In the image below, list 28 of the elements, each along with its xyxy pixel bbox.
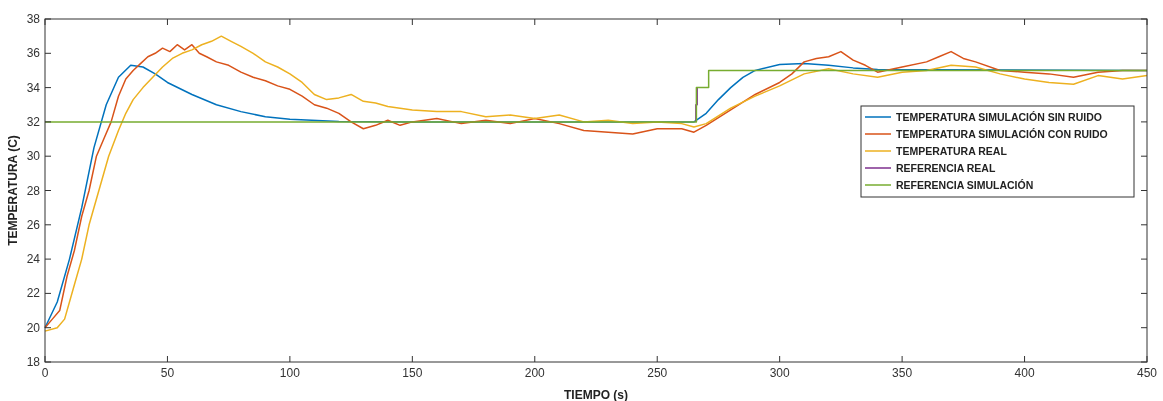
y-axis-title: TEMPERATURA (C) xyxy=(6,135,20,246)
y-tick-label: 24 xyxy=(26,252,41,267)
x-tick-label: 250 xyxy=(647,366,668,380)
legend-label: REFERENCIA SIMULACIÓN xyxy=(896,179,1034,191)
x-tick-label: 450 xyxy=(1136,366,1158,380)
x-tick-label: 200 xyxy=(524,366,546,380)
y-tick-label: 26 xyxy=(26,217,41,232)
x-axis-title: TIEMPO (s) xyxy=(563,388,629,401)
y-tick-label: 34 xyxy=(26,80,41,95)
x-tick-label: 0 xyxy=(41,366,49,380)
x-tick-label: 350 xyxy=(892,366,913,380)
x-tick-label: 400 xyxy=(1014,366,1035,380)
y-tick-label: 18 xyxy=(26,355,41,369)
y-tick-label: 32 xyxy=(26,114,41,129)
y-tick-label: 38 xyxy=(26,12,41,26)
y-tick-label: 28 xyxy=(26,183,41,198)
x-tick-label: 50 xyxy=(160,366,175,380)
y-tick-label: 36 xyxy=(26,46,41,61)
legend-label: TEMPERATURA REAL xyxy=(896,145,1008,157)
legend-label: REFERENCIA REAL xyxy=(896,162,996,174)
x-tick-label: 300 xyxy=(769,366,790,380)
legend-label: TEMPERATURA SIMULACIÓN CON RUIDO xyxy=(896,128,1108,140)
y-tick-label: 20 xyxy=(26,320,41,335)
y-tick-label: 30 xyxy=(26,149,41,164)
x-tick-label: 150 xyxy=(402,366,423,380)
legend-label: TEMPERATURA SIMULACIÓN SIN RUIDO xyxy=(896,111,1102,123)
y-tick-label: 22 xyxy=(26,286,41,301)
x-tick-label: 100 xyxy=(279,366,301,380)
